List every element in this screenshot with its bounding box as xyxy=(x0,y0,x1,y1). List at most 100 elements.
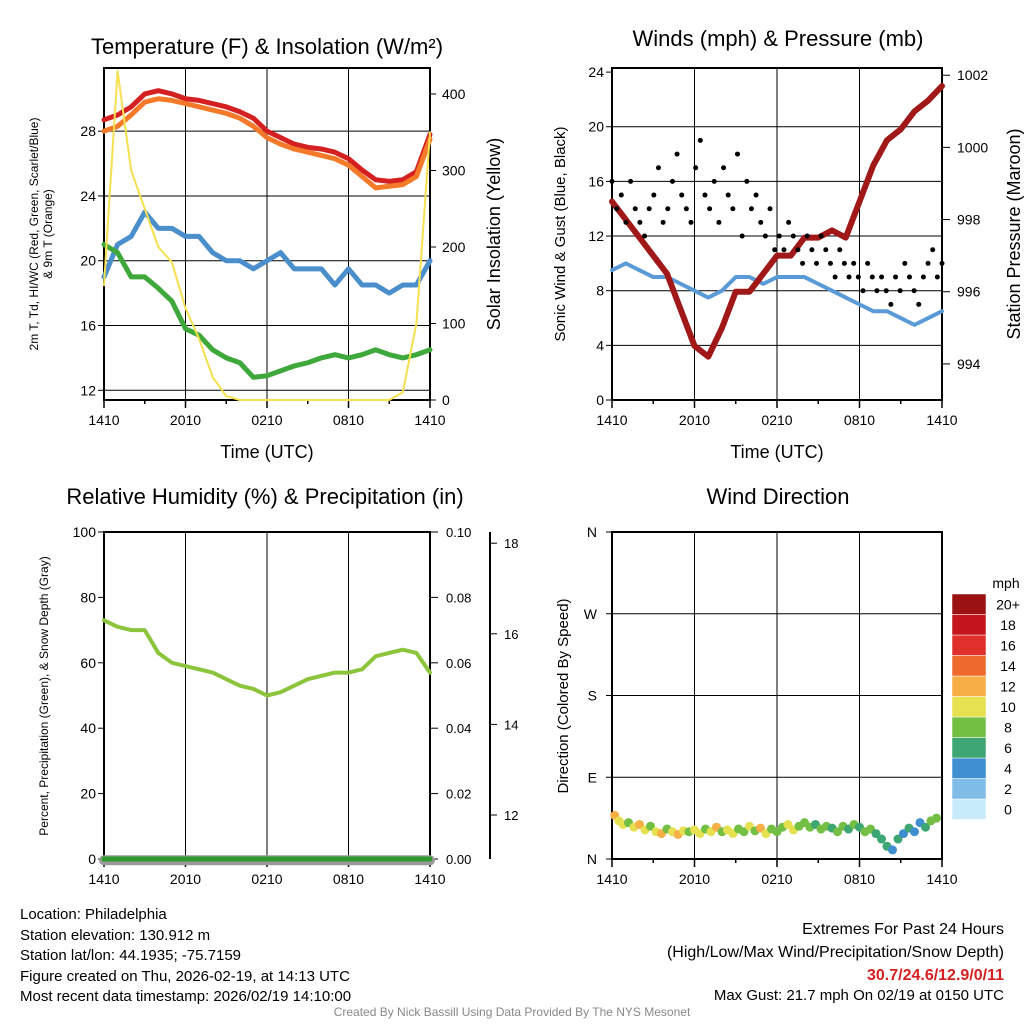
gust-point xyxy=(837,247,843,253)
y-tick-label: N xyxy=(587,524,597,540)
x-tick-label: 0810 xyxy=(844,871,875,887)
gust-point xyxy=(804,233,810,239)
direction-point xyxy=(833,827,842,837)
y-tick-label: W xyxy=(584,606,598,622)
chart-title: Temperature (F) & Insolation (W/m²) xyxy=(91,34,443,59)
gust-point xyxy=(646,206,652,212)
chart-title: Relative Humidity (%) & Precipitation (i… xyxy=(66,484,463,509)
gust-point xyxy=(655,165,661,171)
gust-point xyxy=(930,247,936,253)
y-tick-label: 40 xyxy=(80,720,96,736)
extremes-box: Extremes For Past 24 Hours (High/Low/Max… xyxy=(667,918,1004,1005)
series-line-solar-insolation xyxy=(103,70,431,401)
y-tick-label: 12 xyxy=(588,228,604,244)
direction-point xyxy=(932,813,941,823)
gust-point xyxy=(693,165,699,171)
gust-point xyxy=(632,206,638,212)
colorbar-swatch xyxy=(951,696,987,718)
x-tick-label: 1410 xyxy=(926,871,957,887)
gust-point xyxy=(902,260,908,266)
y2-tick-label: 996 xyxy=(957,284,981,300)
series-line-2m-t xyxy=(101,88,433,184)
colorbar-swatch xyxy=(951,593,987,615)
colorbar-swatch xyxy=(951,675,987,697)
max-gust: Max Gust: 21.7 mph On 02/19 at 0150 UTC xyxy=(713,987,1004,1004)
gust-point xyxy=(618,192,624,198)
y-tick-label: 100 xyxy=(73,524,97,540)
direction-point xyxy=(921,822,930,832)
gust-point xyxy=(911,288,917,294)
gust-point xyxy=(888,301,894,307)
series-line-9m-t xyxy=(101,96,433,191)
y-tick-label: 20 xyxy=(588,119,604,135)
y-tick-label: 24 xyxy=(588,64,604,80)
series-line-rh xyxy=(102,618,432,698)
direction-point xyxy=(910,827,919,837)
y-tick-label: 4 xyxy=(596,337,604,353)
y-tick-label: 80 xyxy=(80,589,96,605)
gust-point xyxy=(841,260,847,266)
colorbar-label: 8 xyxy=(1004,719,1012,735)
y3-tick-label: 14 xyxy=(504,717,518,732)
extremes-title: Extremes For Past 24 Hours xyxy=(802,921,1004,938)
y-tick-label: 16 xyxy=(588,173,604,189)
gust-point xyxy=(939,260,945,266)
gust-point xyxy=(665,206,671,212)
x-tick-label: 1410 xyxy=(414,412,445,428)
gust-point xyxy=(753,192,759,198)
y2-tick-label: 1000 xyxy=(957,139,988,155)
colorbar-label: 14 xyxy=(1000,658,1016,674)
direction-point xyxy=(646,821,655,831)
x-axis-label: Time (UTC) xyxy=(730,442,823,462)
y2-tick-label: 300 xyxy=(442,163,466,179)
y-tick-label: 12 xyxy=(80,382,96,398)
y2-tick-label: 1002 xyxy=(957,67,988,83)
x-tick-label: 1410 xyxy=(88,871,119,887)
x-tick-label: 0210 xyxy=(761,412,792,428)
gust-point xyxy=(707,206,713,212)
y-axis-label: Sonic Wind & Gust (Blue, Black) xyxy=(552,126,569,341)
series-line-hi-wc xyxy=(101,209,433,296)
gust-point xyxy=(916,301,922,307)
gust-point xyxy=(897,288,903,294)
gust-point xyxy=(934,274,940,280)
gust-point xyxy=(614,206,620,212)
gust-point xyxy=(879,274,885,280)
x-tick-label: 2010 xyxy=(170,412,201,428)
x-tick-label: 0210 xyxy=(761,871,792,887)
gust-point xyxy=(809,247,815,253)
x-tick-label: 0810 xyxy=(844,412,875,428)
x-tick-label: 1410 xyxy=(596,871,627,887)
y2-tick-label: 0.08 xyxy=(446,590,471,605)
gust-point xyxy=(637,219,643,225)
gust-point xyxy=(790,233,796,239)
gust-point xyxy=(767,206,773,212)
gust-point xyxy=(883,288,889,294)
y2-axis-label: Station Pressure (Maroon) xyxy=(1004,128,1024,339)
y-axis-label: 2m T, Td, HI/WC (Red, Green, Scarlet/Blu… xyxy=(27,118,41,351)
gust-point xyxy=(734,151,740,157)
colorbar-label: 12 xyxy=(1000,678,1016,694)
colorbar-label: 0 xyxy=(1004,801,1012,817)
figure-created: Figure created on Thu, 2026-02-19, at 14… xyxy=(20,967,350,985)
direction-point xyxy=(877,834,886,844)
direction-point xyxy=(756,823,765,833)
gust-point xyxy=(906,274,912,280)
gust-point xyxy=(865,260,871,266)
y-tick-label: 60 xyxy=(80,655,96,671)
gust-point xyxy=(860,288,866,294)
gust-point xyxy=(721,165,727,171)
gust-point xyxy=(660,219,666,225)
colorbar-swatch xyxy=(951,634,987,656)
extremes-legend: (High/Low/Max Wind/Precipitation/Snow De… xyxy=(666,944,1004,961)
colorbar-label: 20+ xyxy=(996,596,1020,612)
gust-point xyxy=(814,260,820,266)
colorbar-label: 4 xyxy=(1004,760,1012,776)
series-line-td xyxy=(101,242,433,380)
gust-point xyxy=(725,192,731,198)
gust-point xyxy=(893,274,899,280)
gust-point xyxy=(920,274,926,280)
y2-tick-label: 0.06 xyxy=(446,656,471,671)
gust-point xyxy=(739,233,745,239)
